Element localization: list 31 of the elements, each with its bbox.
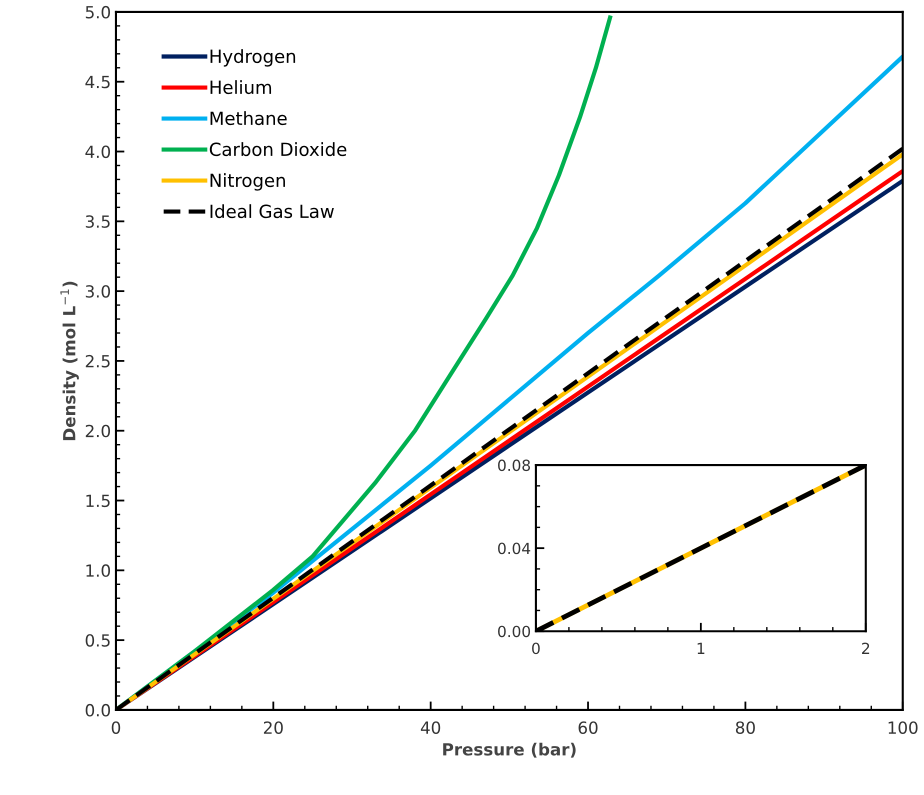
y-tick-label: 0.5 [86,634,110,647]
y-tick-label: 2.5 [86,354,110,368]
legend-label: Helium [210,80,272,94]
x-axis-title: Pressure (bar) [443,742,576,758]
y-tick-label: 0.04 [498,542,530,554]
legend-label: Hydrogen [210,49,296,67]
y-tick-label: 1.5 [86,494,110,508]
legend-label: Nitrogen [210,173,285,191]
x-tick-label: 20 [264,721,283,734]
y-tick-label: 0.00 [498,626,530,638]
y-tick-label: 3.5 [86,215,110,228]
y-tick-label: 4.5 [85,76,110,88]
y-tick-label: 4.0 [85,145,110,158]
y-tick-label: 2.0 [86,424,110,438]
legend-label: Ideal Gas Law [210,204,334,218]
y-axis-title: Density (mol L$^{−1}$) [60,282,79,440]
legend-label: Carbon Dioxide [210,142,346,156]
x-tick-label: 0 [532,642,540,654]
x-tick-label: 2 [862,642,870,654]
x-tick-label: 0 [112,721,120,734]
x-tick-label: 60 [578,721,598,734]
y-tick-label: 3.0 [86,285,110,298]
y-tick-label: 1.0 [86,564,110,577]
x-tick-label: 1 [698,642,704,654]
y-tick-label: 0.0 [86,704,110,717]
legend-label: Methane [210,111,287,126]
y-tick-label: 0.08 [498,460,530,472]
x-tick-label: 80 [736,721,755,734]
x-tick-label: 100 [888,721,918,734]
y-tick-label: 5.0 [86,6,110,18]
x-tick-label: 40 [420,721,440,734]
